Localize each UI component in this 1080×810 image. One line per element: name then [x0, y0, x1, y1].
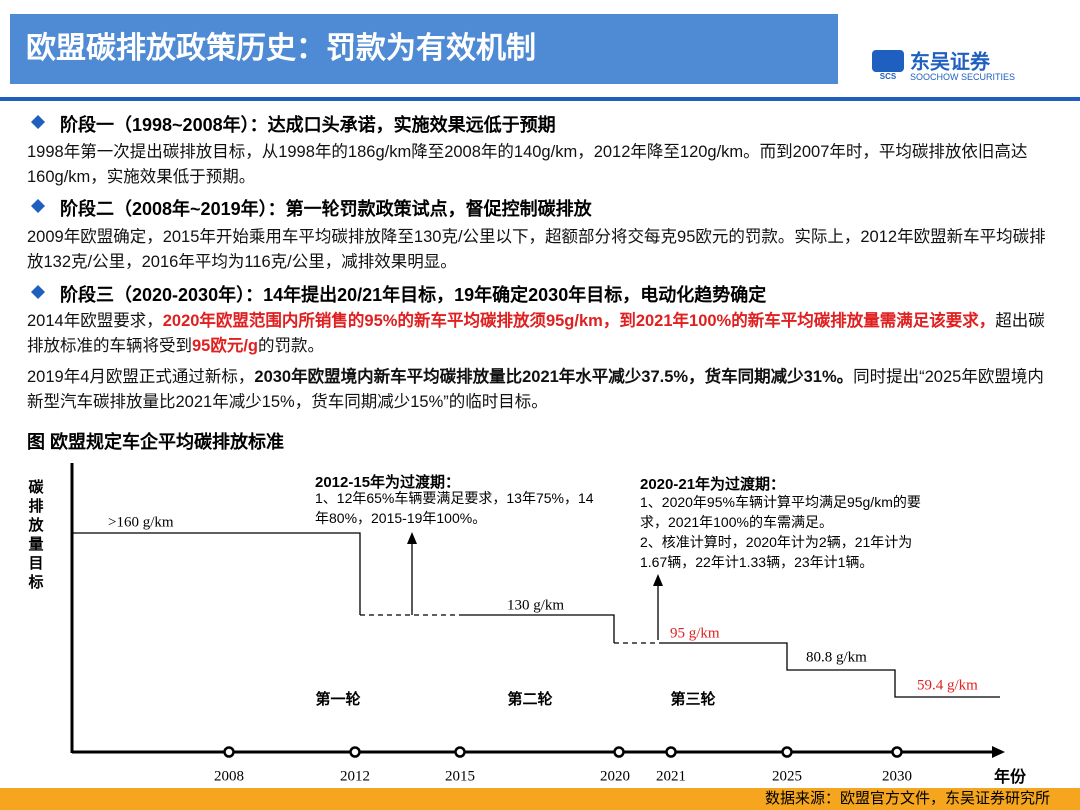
- title-bar: [10, 14, 838, 84]
- slide-title: 欧盟碳排放政策历史：罚款为有效机制: [26, 31, 536, 65]
- note-line: 2、核准计算时，2020年计为2辆，21年计为: [640, 534, 913, 550]
- year-marker: [891, 746, 903, 758]
- year-label: 2021: [656, 768, 686, 784]
- section-heading: 阶段三（2020-2030年）：14年提出20/21年目标，19年确定2030年…: [60, 285, 767, 305]
- level-label: 95 g/km: [670, 625, 720, 641]
- note-line: 1.67辆，22年计1.33辆，23年计1辆。: [640, 554, 874, 570]
- text-run: 95欧元/g: [192, 337, 259, 355]
- note-line: 求，2021年100%的车需满足。: [640, 514, 833, 530]
- phase-label: 第一轮: [315, 690, 360, 708]
- x-axis-arrow: [992, 746, 1005, 758]
- header-rule: [0, 97, 1080, 101]
- year-marker: [613, 746, 625, 758]
- year-label: 2008: [214, 768, 244, 784]
- footer-bar: [0, 788, 1080, 810]
- level-label: 130 g/km: [507, 597, 564, 613]
- paragraph: 2019年4月欧盟正式通过新标，2030年欧盟境内新车平均碳排放量比2021年水…: [27, 365, 1057, 415]
- source: 数据来源：欧盟官方文件，东吴证券研究所: [765, 790, 1050, 807]
- year-marker: [349, 746, 361, 758]
- logo-mark: SCS: [880, 72, 897, 81]
- section-heading: 阶段二（2008年~2019年）：第一轮罚款政策试点，督促控制碳排放: [60, 199, 592, 219]
- text-run: 2020年欧盟范围内所销售的95%的新车平均碳排放须95g/km，到2021年1…: [162, 312, 996, 330]
- text-run: 1998年第一次提出碳排放目标，从1998年的186g/km降至2008年的14…: [27, 143, 1028, 186]
- bullet: [31, 285, 45, 299]
- logo-cn: 东吴证券: [910, 49, 991, 73]
- level-label: >160 g/km: [108, 514, 174, 530]
- level-label: 59.4 g/km: [917, 677, 978, 693]
- year-label: 2025: [772, 768, 802, 784]
- year-label: 2012: [340, 768, 370, 784]
- year-marker: [781, 746, 793, 758]
- step-segment: [460, 614, 615, 643]
- paragraph: 1998年第一次提出碳排放目标，从1998年的186g/km降至2008年的14…: [27, 140, 1057, 190]
- year-label: 2020: [600, 768, 630, 784]
- text-run: 超出碳排放标准的车辆将受到: [27, 312, 1045, 355]
- text-run: 同时提出“2025年欧盟境内新型汽车碳排放量比2021年减少15%，货车同期减少…: [27, 368, 1044, 411]
- note-line: 年80%，2015-19年100%。: [315, 510, 487, 526]
- year-marker: [665, 746, 677, 758]
- x-axis-label: 年份: [994, 767, 1027, 786]
- section-heading: 阶段一（1998~2008年）：达成口头承诺，实施效果远低于预期: [60, 115, 556, 135]
- arrow-head: [653, 574, 663, 586]
- year-label: 2030: [882, 768, 912, 784]
- text-run: 2019年4月欧盟正式通过新标，: [27, 368, 255, 386]
- paragraph: 2014年欧盟要求，2020年欧盟范围内所销售的95%的新车平均碳排放须95g/…: [27, 309, 1057, 359]
- year-label: 2015: [445, 768, 475, 784]
- year-marker: [454, 746, 466, 758]
- bullet: [31, 115, 45, 129]
- step-line: [72, 532, 1000, 698]
- level-label: 80.8 g/km: [806, 649, 867, 665]
- note-line: 1、2020年95%车辆计算平均满足95g/km的要: [640, 494, 921, 510]
- arrow-head: [407, 532, 417, 544]
- note-title: 2012-15年为过渡期：: [315, 474, 461, 491]
- logo-icon: [872, 50, 904, 72]
- phase-label: 第三轮: [670, 690, 715, 708]
- text-run: 2009年欧盟确定，2015年开始乘用车平均碳排放降至130克/公里以下，超额部…: [27, 228, 1046, 271]
- text-run: 的罚款。: [258, 337, 325, 355]
- note-title: 2020-21年为过渡期：: [640, 476, 786, 493]
- note-line: 1、12年65%车辆要满足要求，13年75%，14: [315, 490, 594, 506]
- y-axis-label: 碳排放量目标: [28, 479, 44, 591]
- logo-en: SOOCHOW SECURITIES: [910, 72, 1015, 82]
- phase-label: 第二轮: [507, 690, 552, 708]
- text-run: 2014年欧盟要求，: [27, 312, 163, 330]
- bullet: [31, 199, 45, 213]
- step-segment: [660, 642, 1000, 698]
- year-marker: [223, 746, 235, 758]
- figure-title: 图 欧盟规定车企平均碳排放标准: [27, 432, 284, 452]
- text-run: 2030年欧盟境内新车平均碳排放量比2021年水平减少37.5%，货车同期减少3…: [254, 368, 854, 386]
- step-segment: [72, 532, 361, 615]
- paragraph: 2009年欧盟确定，2015年开始乘用车平均碳排放降至130克/公里以下，超额部…: [27, 225, 1057, 275]
